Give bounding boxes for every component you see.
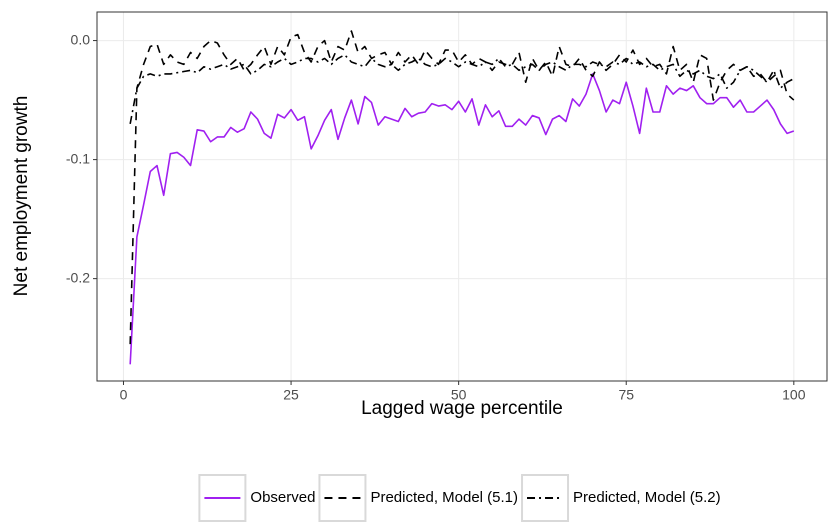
legend: Observed Predicted, Model (5.1) Predicted,… xyxy=(198,474,721,522)
x-tick-label: 100 xyxy=(782,387,806,403)
y-tick-label: -0.2 xyxy=(66,269,90,285)
series-line xyxy=(129,73,795,365)
legend-label: Observed xyxy=(250,489,315,506)
legend-item: Predicted, Model (5.2) xyxy=(521,474,721,522)
legend-label: Predicted, Model (5.1) xyxy=(370,489,518,506)
series-line xyxy=(129,54,795,125)
y-tick-label: 0.0 xyxy=(71,31,91,47)
x-tick-label: 25 xyxy=(283,387,299,403)
x-tick-label: 0 xyxy=(120,387,128,403)
series-line xyxy=(129,30,795,345)
x-tick-label: 50 xyxy=(451,387,467,403)
legend-item: Predicted, Model (5.1) xyxy=(318,474,518,522)
legend-label: Predicted, Model (5.2) xyxy=(573,489,721,506)
y-axis-title: Net employment growth xyxy=(11,96,32,297)
x-axis-title: Lagged wage percentile xyxy=(361,398,563,419)
x-tick-label: 75 xyxy=(618,387,634,403)
legend-item: Observed xyxy=(198,474,315,522)
y-tick-label: -0.1 xyxy=(66,150,90,166)
plot-border xyxy=(96,11,828,382)
